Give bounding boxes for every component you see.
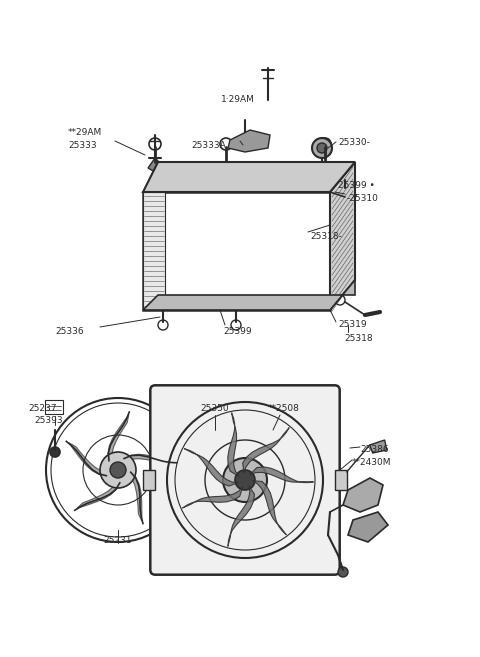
Text: 1·29AM: 1·29AM — [221, 95, 255, 104]
Bar — [143, 192, 330, 310]
Text: 25333A: 25333A — [191, 141, 226, 150]
Text: **29AM: **29AM — [68, 128, 102, 137]
Text: 25386: 25386 — [360, 445, 389, 454]
Polygon shape — [143, 280, 355, 310]
Text: 25399: 25399 — [224, 327, 252, 336]
Polygon shape — [228, 486, 254, 547]
Text: 25330-: 25330- — [338, 138, 370, 147]
Text: **2508: **2508 — [268, 404, 300, 413]
Polygon shape — [182, 487, 243, 508]
Circle shape — [235, 470, 255, 490]
Polygon shape — [77, 475, 120, 509]
Circle shape — [317, 143, 327, 153]
Text: 25318-: 25318- — [310, 232, 342, 241]
Polygon shape — [184, 449, 238, 486]
Polygon shape — [243, 428, 289, 473]
Bar — [335, 470, 347, 490]
Text: **2430M: **2430M — [352, 458, 392, 467]
Text: 25333: 25333 — [68, 141, 96, 150]
Polygon shape — [343, 478, 383, 512]
Polygon shape — [120, 454, 174, 466]
Polygon shape — [250, 467, 313, 483]
Circle shape — [337, 164, 353, 180]
Text: 25336: 25336 — [55, 327, 84, 336]
Polygon shape — [330, 162, 355, 310]
Polygon shape — [252, 481, 286, 535]
Text: 25319: 25319 — [338, 320, 367, 329]
Polygon shape — [348, 512, 388, 542]
Polygon shape — [69, 443, 114, 476]
Text: 25350: 25350 — [201, 404, 229, 413]
Bar — [143, 192, 165, 310]
Polygon shape — [370, 440, 387, 453]
Text: -25310: -25310 — [347, 194, 379, 203]
Text: 25318: 25318 — [344, 334, 372, 343]
Polygon shape — [108, 415, 129, 466]
Bar — [45, 400, 63, 414]
Polygon shape — [228, 130, 270, 152]
Bar — [144, 470, 156, 490]
Polygon shape — [143, 162, 355, 192]
Circle shape — [110, 462, 126, 478]
FancyBboxPatch shape — [150, 385, 340, 575]
Polygon shape — [123, 471, 142, 521]
Circle shape — [223, 458, 267, 502]
Circle shape — [312, 138, 332, 158]
Text: 25231: 25231 — [104, 536, 132, 545]
Text: 25393: 25393 — [34, 416, 62, 425]
Text: 25399 •: 25399 • — [338, 181, 375, 190]
Circle shape — [100, 452, 136, 488]
Polygon shape — [228, 413, 239, 476]
Text: 25237: 25237 — [28, 404, 57, 413]
Circle shape — [338, 567, 348, 577]
Polygon shape — [148, 158, 165, 172]
Circle shape — [50, 447, 60, 457]
